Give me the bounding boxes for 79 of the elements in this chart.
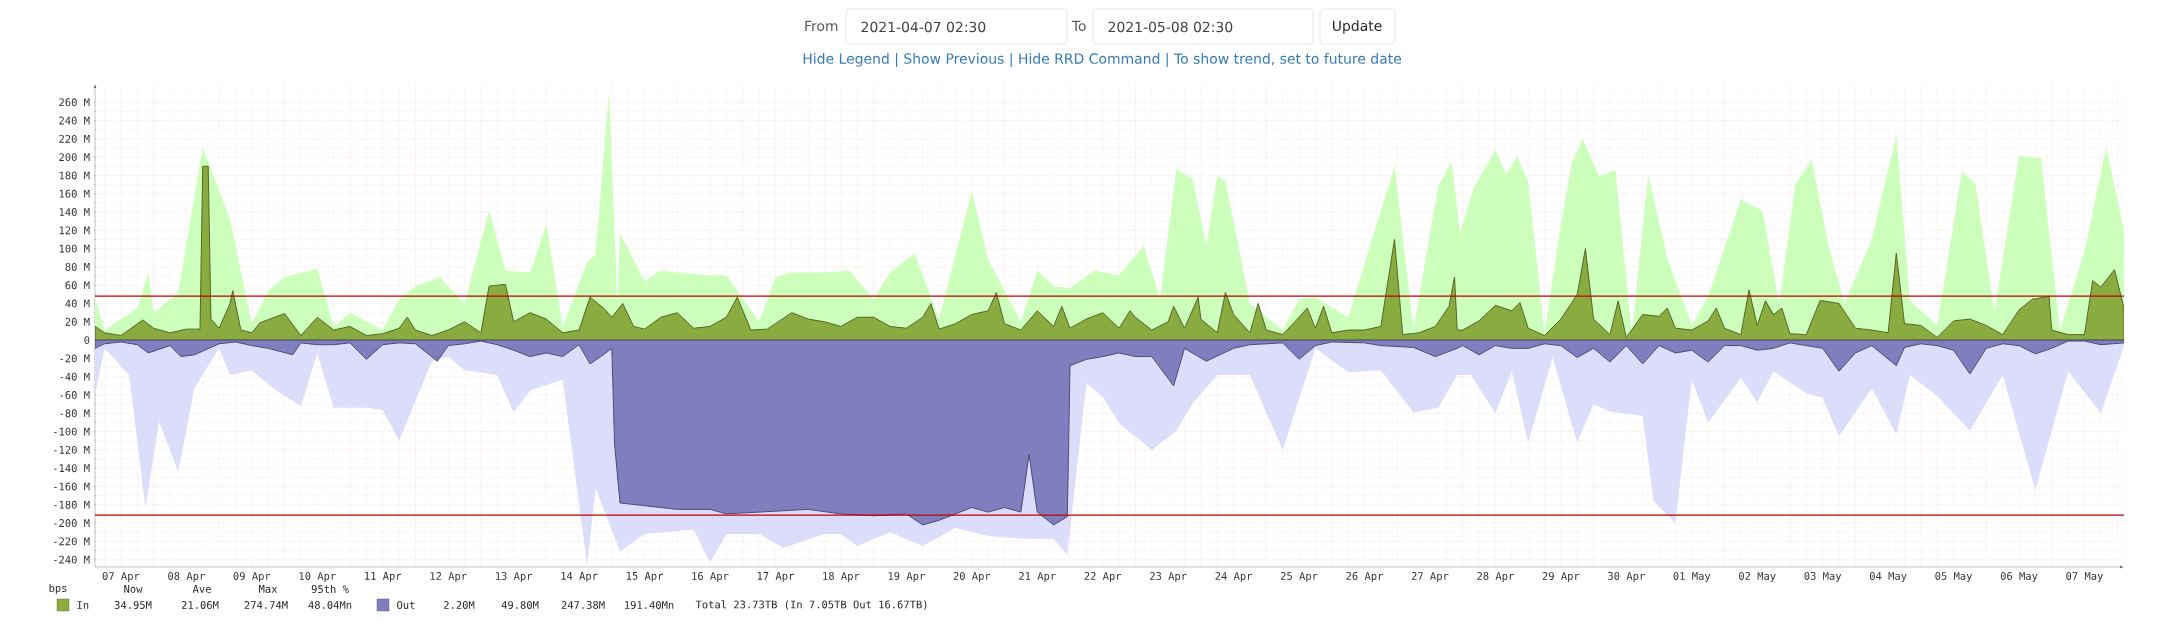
y-tick-label: -100 M [54, 427, 90, 436]
x-tick-label: 19 Apr [888, 572, 925, 582]
text: 274.74M [244, 601, 288, 609]
text: Hide Legend | Show Previous | Hide RRD Command | To show trend, set to future date [803, 53, 1402, 67]
text: 95th % [311, 584, 349, 594]
text: Update [1332, 20, 1382, 34]
text: 2.20M [444, 601, 475, 609]
y-tick-label: -200 M [54, 519, 90, 528]
text: From [805, 20, 838, 32]
y-tick-label: 260 M [59, 98, 90, 107]
x-tick-label: 04 May [1869, 572, 1907, 582]
y-tick-label: 120 M [59, 226, 90, 235]
x-tick-label: 05 May [1935, 572, 1973, 582]
x-tick-label: 07 Apr [102, 572, 140, 582]
y-tick-label: -60 M [60, 391, 90, 399]
y-tick-label: -240 M [54, 555, 90, 564]
y-tick-label: 100 M [59, 244, 90, 253]
x-tick-label: 07 May [2066, 572, 2103, 582]
y-tick-label: 160 M [59, 189, 90, 198]
x-tick-label: 24 Apr [1215, 572, 1253, 582]
text: 2021-04-07 02:30 [861, 21, 986, 33]
x-tick-label: 28 Apr [1477, 572, 1514, 582]
x-tick-label: 13 Apr [496, 572, 533, 582]
y-tick-label: -220 M [54, 537, 90, 546]
y-tick-label: -40 M [60, 372, 90, 381]
text: 2021-05-08 02:30 [1108, 21, 1233, 33]
x-tick-label: 18 Apr [823, 572, 860, 582]
y-tick-label: -180 M [54, 500, 90, 509]
x-tick-label: 30 Apr [1608, 572, 1645, 582]
x-tick-label: 26 Apr [1346, 572, 1383, 582]
y-tick-label: -140 M [54, 464, 90, 473]
x-tick-label: 29 Apr [1542, 572, 1580, 582]
y-tick-label: 0 [84, 336, 90, 345]
x-tick-label: 16 Apr [692, 572, 729, 582]
x-tick-label: 22 Apr [1084, 572, 1122, 582]
x-tick-label: 12 Apr [430, 572, 467, 582]
y-tick-label: 220 M [59, 134, 90, 143]
text: 191.40Mn [625, 601, 674, 609]
text: 49.80M [501, 601, 539, 609]
text: Now [124, 585, 143, 593]
x-tick-label: 17 Apr [757, 572, 794, 582]
text: Ave [192, 585, 211, 593]
x-tick-label: 23 Apr [1150, 572, 1187, 582]
y-tick-label: 80 M [65, 262, 90, 271]
x-tick-label: 06 May [2000, 572, 2038, 582]
text: bps [49, 583, 67, 595]
x-tick-label: 02 May [1739, 572, 1776, 582]
legend-label: In [77, 601, 89, 609]
x-tick-label: 03 May [1804, 572, 1842, 582]
text: To [1071, 20, 1086, 32]
x-tick-label: 10 Apr [299, 572, 336, 582]
text: Total 23.73TB (In 7.05TB Out 16.67TB) [695, 600, 927, 610]
text: 34.95M [114, 601, 152, 609]
y-tick-label: -20 M [60, 354, 90, 363]
x-tick-label: 27 Apr [1411, 572, 1449, 582]
x-tick-label: 20 Apr [953, 572, 991, 582]
x-tick-label: 25 Apr [1280, 572, 1318, 582]
x-tick-label: 09 Apr [233, 572, 271, 582]
x-tick-label: 15 Apr [626, 572, 664, 582]
text: 247.38M [561, 601, 605, 609]
text: 21.06M [181, 601, 219, 609]
y-tick-label: 180 M [59, 171, 90, 180]
y-tick-label: 240 M [59, 116, 90, 125]
y-tick-label: 200 M [59, 153, 90, 162]
x-tick-label: 14 Apr [561, 572, 598, 582]
y-tick-label: -120 M [54, 445, 90, 454]
x-tick-label: 01 May [1673, 572, 1711, 582]
text: Max [259, 585, 278, 593]
x-tick-label: 08 Apr [168, 572, 205, 582]
y-tick-label: 40 M [65, 299, 90, 308]
x-tick-label: 21 Apr [1019, 572, 1056, 582]
y-tick-label: -80 M [60, 409, 90, 418]
legend-label: Out [397, 601, 415, 609]
x-tick-label: 11 Apr [365, 572, 402, 582]
y-tick-label: 140 M [59, 208, 90, 216]
text: 48.04Mn [308, 601, 352, 609]
y-tick-label: 20 M [65, 317, 90, 326]
y-tick-label: -160 M [54, 482, 90, 491]
y-tick-label: 60 M [65, 281, 90, 290]
